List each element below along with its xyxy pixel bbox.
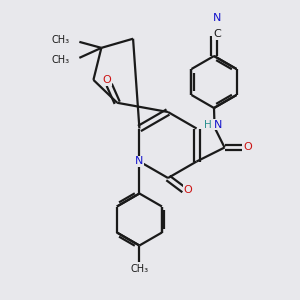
- Text: N: N: [213, 13, 221, 23]
- Text: O: O: [103, 75, 112, 85]
- Text: H: H: [204, 119, 212, 130]
- Text: CH₃: CH₃: [51, 35, 69, 45]
- Text: O: O: [184, 185, 192, 195]
- Text: N: N: [135, 157, 144, 166]
- Text: N: N: [213, 119, 222, 130]
- Text: C: C: [213, 29, 221, 39]
- Text: CH₃: CH₃: [130, 263, 148, 274]
- Text: CH₃: CH₃: [51, 55, 69, 65]
- Text: O: O: [243, 142, 252, 152]
